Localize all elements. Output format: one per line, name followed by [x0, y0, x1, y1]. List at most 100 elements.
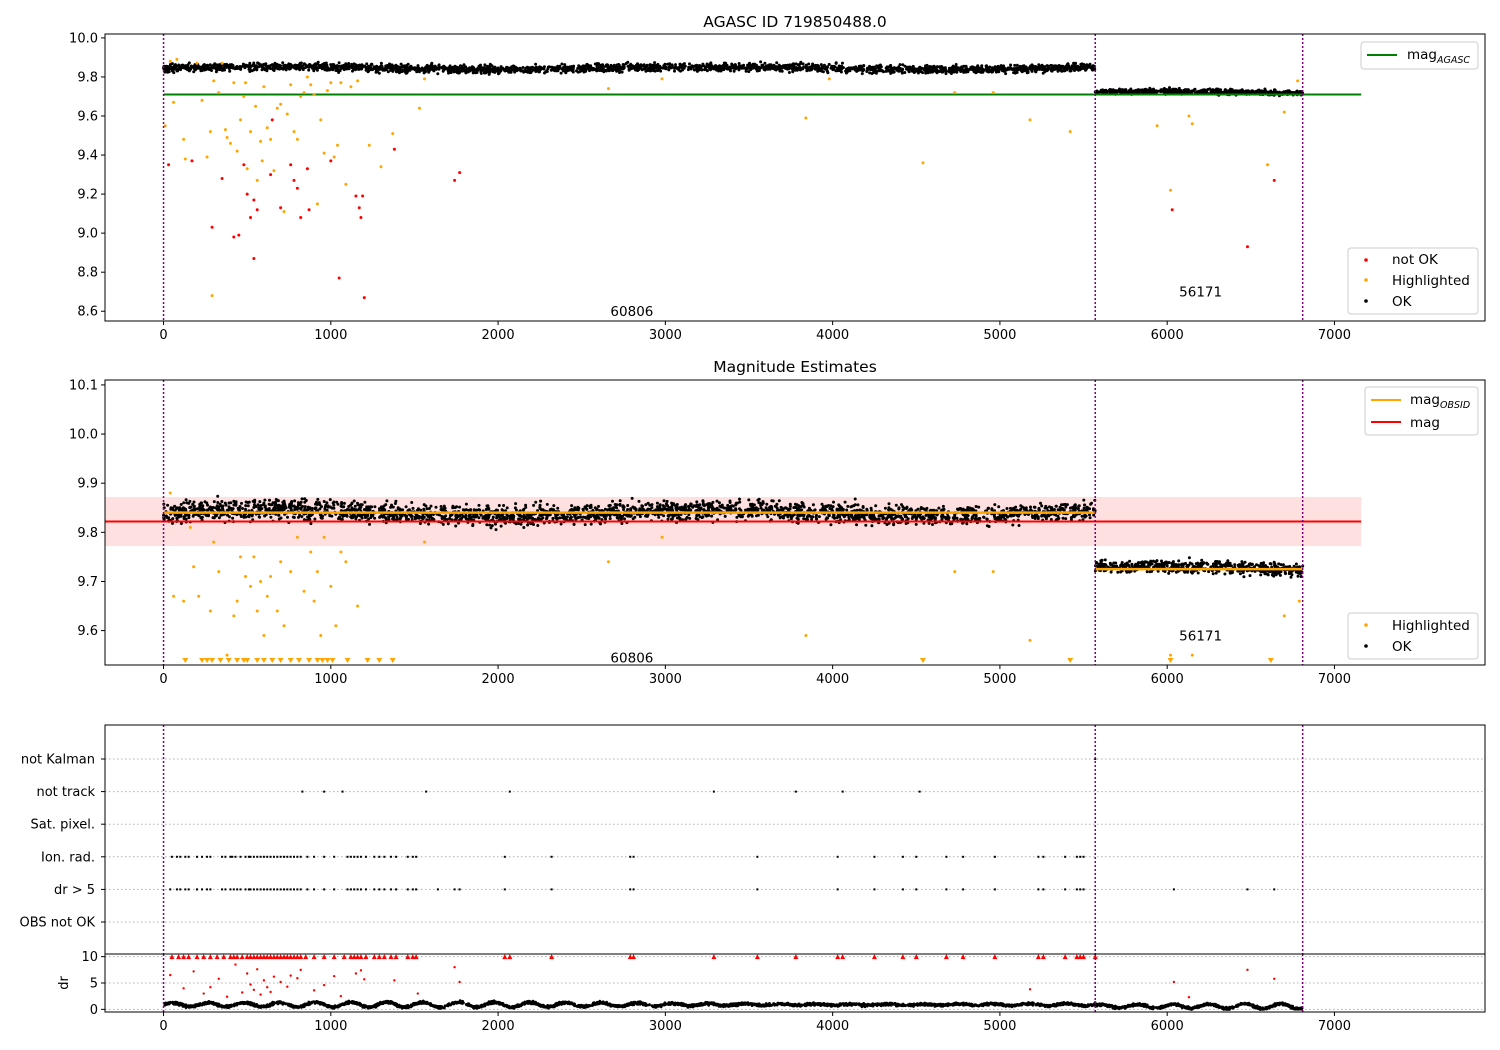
ok-point	[490, 524, 494, 528]
ok-point	[644, 69, 648, 73]
ok-point	[331, 501, 335, 505]
legend-agasc-line: magAGASC	[1360, 41, 1479, 70]
ok-point	[267, 507, 271, 511]
ok-point	[352, 66, 356, 70]
ok-point	[926, 68, 930, 72]
ok-point	[633, 515, 637, 519]
ok-point	[674, 63, 677, 67]
ok-point	[665, 499, 669, 503]
highlighted-point	[332, 155, 336, 159]
ok-point	[710, 65, 714, 69]
ok-point	[1062, 69, 1066, 73]
ok-point	[613, 513, 617, 517]
ok-point	[577, 64, 581, 68]
ok-point	[1025, 71, 1029, 75]
x-tick-label: 5000	[983, 328, 1016, 343]
ok-point	[868, 71, 872, 75]
ok-point	[469, 508, 473, 512]
ok-point	[857, 68, 860, 72]
highlighted-point	[255, 178, 259, 182]
ok-point	[758, 66, 762, 70]
ok-point	[510, 65, 514, 69]
ok-point	[184, 498, 188, 502]
ok-point	[801, 62, 805, 66]
not-ok-point	[289, 163, 293, 167]
ok-point	[1023, 66, 1027, 70]
ok-point	[324, 61, 328, 65]
ok-point	[799, 62, 802, 66]
ok-point	[493, 69, 497, 73]
ok-point	[622, 508, 625, 511]
ok-point	[866, 68, 870, 72]
ok-point	[703, 65, 707, 69]
highlighted-point	[349, 85, 353, 89]
ok-point	[674, 65, 678, 69]
ok-point	[559, 71, 563, 75]
highlighted-point	[228, 141, 232, 145]
ok-point	[688, 516, 692, 520]
ok-point	[416, 64, 420, 68]
highlighted-point	[804, 116, 808, 120]
ok-point	[622, 65, 626, 69]
ok-point	[845, 67, 848, 71]
ok-point	[266, 65, 270, 69]
highlighted-point	[172, 100, 176, 104]
ok-point	[864, 523, 868, 527]
not-ok-point	[252, 198, 256, 202]
highlighted-point	[991, 91, 995, 95]
ok-point	[394, 67, 398, 71]
ok-point	[477, 516, 481, 520]
ok-point	[501, 66, 505, 70]
ok-point	[384, 516, 387, 520]
ok-point	[703, 68, 706, 72]
ok-point	[562, 65, 566, 69]
ok-point	[1050, 66, 1054, 70]
ok-point	[935, 65, 939, 69]
highlighted-point	[309, 83, 313, 87]
ok-point	[764, 506, 768, 510]
highlighted-point	[319, 118, 323, 122]
ok-point	[985, 64, 988, 68]
ok-point	[1049, 518, 1053, 521]
ok-point	[666, 504, 670, 508]
ok-point	[897, 65, 901, 69]
ok-point	[940, 518, 944, 522]
ok-point	[338, 515, 341, 519]
ok-point	[386, 70, 390, 74]
ok-point	[927, 521, 931, 525]
ok-point	[853, 497, 857, 501]
ok-point	[596, 66, 600, 70]
ok-point	[1199, 89, 1203, 93]
ok-point	[286, 515, 289, 519]
ok-point	[620, 70, 624, 74]
ok-point	[852, 66, 856, 70]
ok-point	[599, 522, 602, 526]
ok-point	[688, 62, 691, 66]
ok-point	[745, 66, 748, 70]
ok-point	[1244, 89, 1248, 93]
highlighted-point	[315, 202, 319, 206]
ok-point	[1059, 67, 1063, 70]
ok-point	[1032, 66, 1036, 69]
ok-point	[1238, 91, 1242, 95]
ok-point	[529, 522, 533, 526]
ok-point	[706, 513, 710, 517]
y-tick-label: 8.8	[77, 266, 98, 281]
not-ok-point	[190, 159, 194, 163]
ok-point	[298, 513, 302, 517]
ok-point	[943, 67, 947, 71]
ok-point	[244, 507, 247, 511]
ok-point	[427, 69, 431, 73]
ok-point	[1065, 503, 1069, 507]
ok-point	[766, 515, 770, 519]
ok-point	[924, 69, 927, 73]
ok-point	[458, 66, 462, 70]
ok-point	[612, 63, 616, 67]
ok-point	[869, 508, 873, 512]
ok-point	[202, 68, 206, 71]
highlighted-point	[262, 85, 266, 89]
not-ok-point	[269, 173, 273, 177]
ok-point	[744, 69, 748, 73]
ok-point	[337, 61, 341, 65]
ok-point	[316, 497, 320, 501]
